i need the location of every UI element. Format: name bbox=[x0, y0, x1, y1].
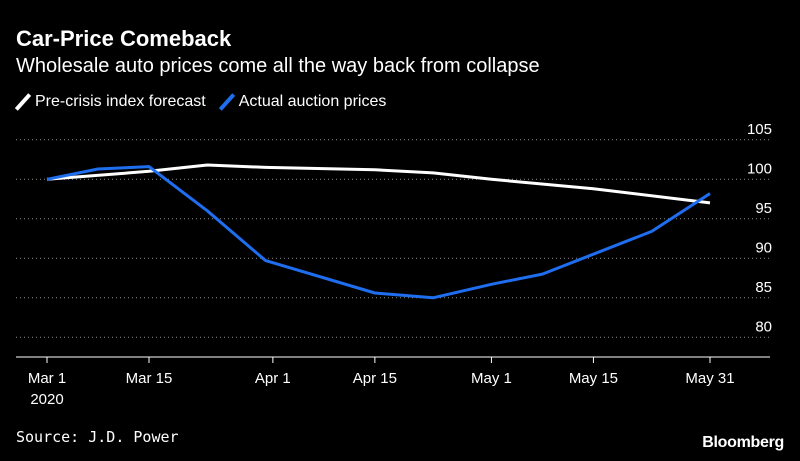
legend-item-actual: Actual auction prices bbox=[218, 92, 387, 112]
y-tick-label: 80 bbox=[755, 318, 772, 335]
series-line-actual bbox=[46, 165, 711, 300]
x-tick-label: Apr 1 bbox=[255, 370, 291, 387]
y-tick-label: 85 bbox=[755, 279, 772, 296]
legend-label-actual: Actual auction prices bbox=[238, 93, 387, 110]
y-tick-label: 95 bbox=[755, 200, 772, 217]
x-tick-label: Apr 15 bbox=[353, 370, 397, 387]
chart-title: Car-Price Comeback bbox=[16, 26, 232, 51]
bloomberg-logo: Bloomberg bbox=[702, 434, 784, 451]
y-tick-label: 90 bbox=[755, 239, 772, 256]
y-tick-label: 105 bbox=[747, 121, 772, 138]
y-tick-label: 100 bbox=[747, 160, 772, 177]
x-tick-label: May 1 bbox=[471, 370, 512, 387]
legend-label-forecast: Pre-crisis index forecast bbox=[35, 93, 206, 110]
legend: Pre-crisis index forecast Actual auction… bbox=[14, 91, 400, 113]
series-line-forecast bbox=[46, 163, 711, 205]
x-tick-label: May 15 bbox=[569, 370, 618, 387]
chart-subtitle: Wholesale auto prices come all the way b… bbox=[16, 55, 540, 77]
x-tick-label: Mar 1 bbox=[28, 370, 66, 387]
x-tick-label: Mar 15 bbox=[126, 370, 173, 387]
x-tick-label: May 31 bbox=[685, 370, 734, 387]
legend-item-forecast: Pre-crisis index forecast bbox=[14, 92, 206, 112]
x-tick-sublabel: 2020 bbox=[30, 391, 63, 408]
source-note: Source: J.D. Power bbox=[16, 428, 179, 446]
